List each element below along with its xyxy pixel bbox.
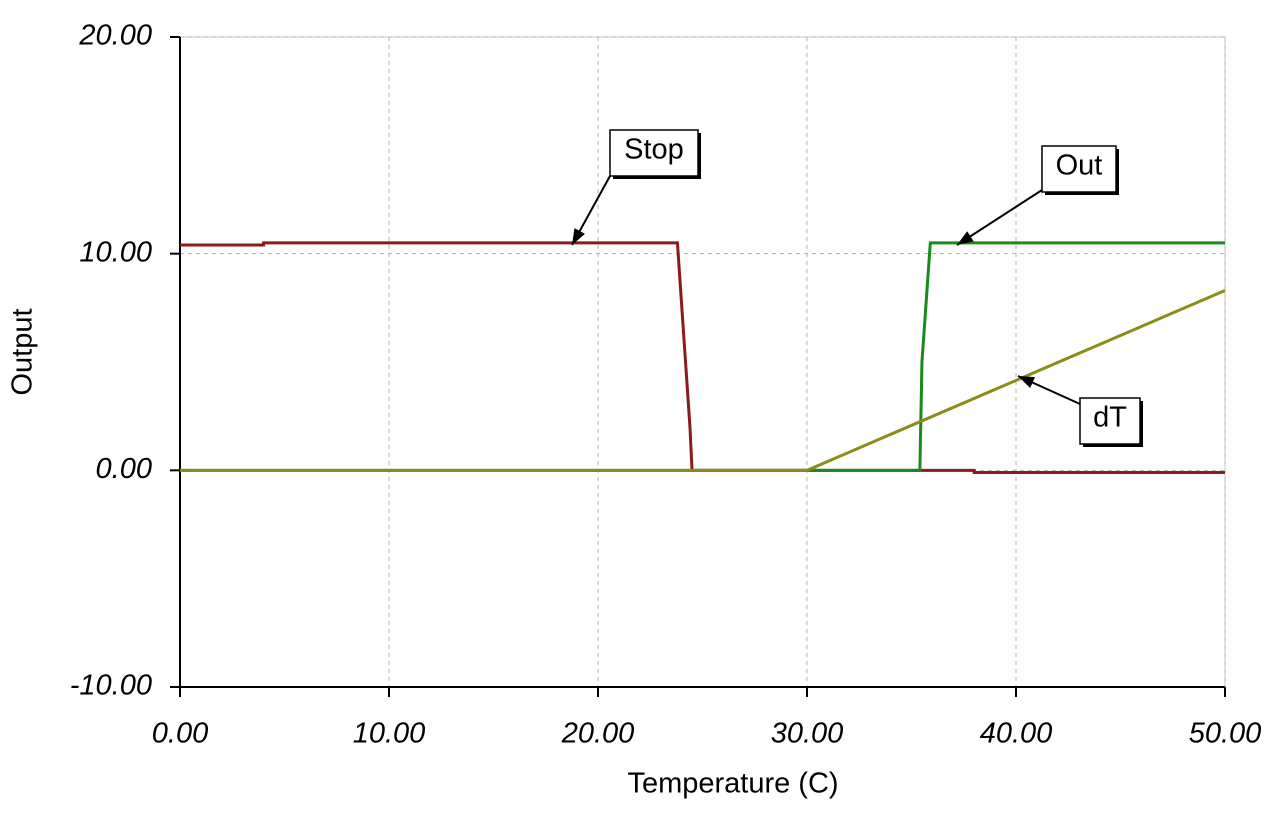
x-tick-label: 10.00 [353,718,426,750]
annotation-label: Out [1056,150,1103,182]
y-tick-label: 20.00 [78,20,152,52]
annotation-arrowhead [572,228,585,245]
y-tick-label: 0.00 [96,453,152,485]
annotation-arrowhead [1018,376,1036,389]
y-axis-title: Output [7,308,39,395]
series-line [180,289,1226,472]
x-axis-title: Temperature (C) [627,768,838,800]
annotation-box [1079,397,1141,445]
annotation-arrowhead [957,231,974,245]
annotation-box [1041,145,1117,193]
plot-frame [179,36,1226,688]
x-tick-label: 50.00 [1189,718,1262,750]
annotation-label: Stop [624,134,684,166]
annotation-label: dT [1093,402,1127,434]
annotation-arrow [956,189,1043,246]
x-tick-label: 20.00 [561,718,635,750]
x-tick-label: 0.00 [152,718,208,750]
y-tick-label: 10.00 [79,236,152,268]
y-tick-label: -10.00 [70,670,152,702]
annotation-box [609,129,699,177]
x-tick-label: 40.00 [980,718,1053,750]
series-line [180,241,1225,474]
x-tick-label: 30.00 [771,718,844,750]
